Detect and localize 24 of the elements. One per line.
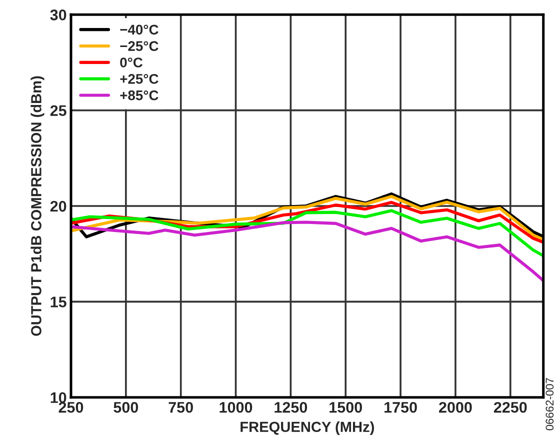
y-tick-label: 15 [50, 296, 66, 308]
x-tick-label: 1250 [274, 402, 308, 413]
line-series [70, 220, 544, 282]
y-axis-title: OUTPUT P1dB COMPRESSION (dBm) [30, 76, 44, 336]
x-tick-label: 250 [58, 402, 84, 413]
y-tick-label: 20 [50, 200, 66, 212]
x-axis-title: FREQUENCY (MHz) [240, 421, 374, 435]
legend-label: −40°C [120, 24, 158, 35]
line-series [70, 209, 544, 258]
y-tick-label: 10 [50, 392, 66, 404]
legend-label: +25°C [120, 74, 158, 84]
legend-label: −25°C [120, 41, 158, 51]
legend-label: +85°C [120, 90, 158, 100]
text: 06662-007 [546, 378, 554, 430]
y-tick-label: 25 [50, 105, 66, 116]
x-tick-label: 2250 [494, 402, 527, 413]
legend-label: 0°C [120, 58, 143, 68]
x-tick-label: 750 [168, 402, 193, 413]
x-tick-label: 2000 [439, 402, 472, 413]
x-tick-label: 1500 [330, 402, 362, 413]
y-tick-label: 30 [50, 10, 66, 20]
x-tick-label: 1750 [384, 402, 417, 413]
x-tick-label: 500 [114, 402, 138, 413]
x-tick-label: 1000 [220, 402, 252, 413]
